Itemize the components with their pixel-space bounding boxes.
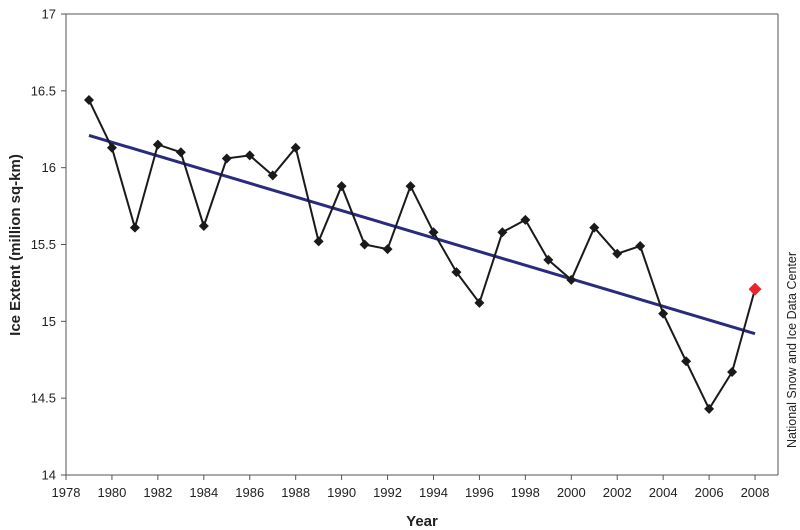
y-tick-label: 15 bbox=[42, 314, 56, 329]
data-point-marker bbox=[244, 150, 255, 161]
plot-frame bbox=[65, 13, 779, 476]
x-tick-label: 1992 bbox=[373, 485, 402, 500]
data-point-marker bbox=[106, 142, 117, 153]
data-point-marker bbox=[543, 254, 554, 265]
x-tick-label: 1986 bbox=[235, 485, 264, 500]
series-group bbox=[83, 95, 762, 414]
x-tick-label: 1988 bbox=[281, 485, 310, 500]
highlight-point-marker bbox=[748, 282, 762, 296]
x-tick-label: 1994 bbox=[419, 485, 448, 500]
x-tick-label: 1996 bbox=[465, 485, 494, 500]
data-point-marker bbox=[129, 222, 140, 233]
data-point-marker bbox=[405, 181, 416, 192]
y-tick-label: 16.5 bbox=[31, 83, 56, 98]
x-axis-title: Year bbox=[406, 513, 438, 530]
data-point-marker bbox=[290, 142, 301, 153]
x-tick-label: 1980 bbox=[97, 485, 126, 500]
data-point-marker bbox=[313, 236, 324, 247]
source-note: National Snow and Ice Data Center bbox=[785, 252, 799, 448]
data-point-marker bbox=[175, 147, 186, 158]
x-tick-label: 2004 bbox=[649, 485, 678, 500]
y-tick-label: 14 bbox=[42, 468, 56, 483]
data-point-marker bbox=[451, 267, 462, 278]
y-axis-title: Ice Extent (million sq-km) bbox=[7, 154, 24, 336]
y-tick-label: 14.5 bbox=[31, 391, 56, 406]
x-tick-label: 2000 bbox=[557, 485, 586, 500]
data-point-marker bbox=[382, 244, 393, 255]
y-tick-label: 15.5 bbox=[31, 237, 56, 252]
x-axis-ticks: 1978 1980 1982 1984 1986 1988 1990 1992 1994 1996… bbox=[52, 475, 770, 500]
x-tick-label: 1982 bbox=[143, 485, 172, 500]
data-point-marker bbox=[658, 308, 669, 319]
data-point-marker bbox=[497, 227, 508, 238]
data-point-marker bbox=[704, 403, 715, 414]
data-point-marker bbox=[336, 181, 347, 192]
trend-line bbox=[88, 133, 756, 336]
y-tick-label: 16 bbox=[42, 160, 56, 175]
x-tick-label: 1978 bbox=[52, 485, 81, 500]
x-tick-label: 2002 bbox=[603, 485, 632, 500]
data-point-marker bbox=[474, 297, 485, 308]
y-tick-label: 17 bbox=[42, 7, 56, 22]
x-tick-label: 2008 bbox=[741, 485, 770, 500]
x-tick-label: 1990 bbox=[327, 485, 356, 500]
data-point-marker bbox=[566, 274, 577, 285]
data-point-marker bbox=[267, 170, 278, 181]
x-tick-label: 1998 bbox=[511, 485, 540, 500]
y-axis-ticks: 14 14.5 15 15.5 16 16.5 17 bbox=[31, 7, 66, 483]
data-point-marker bbox=[83, 95, 94, 106]
data-point-marker bbox=[681, 356, 692, 367]
data-point-marker bbox=[589, 222, 600, 233]
data-point-marker bbox=[428, 227, 439, 238]
x-tick-label: 1984 bbox=[189, 485, 218, 500]
trend-line-group bbox=[88, 133, 756, 336]
data-point-marker bbox=[612, 248, 623, 259]
data-point-marker bbox=[520, 214, 531, 225]
data-point-marker bbox=[152, 139, 163, 150]
data-point-marker bbox=[198, 221, 209, 232]
x-tick-label: 2006 bbox=[695, 485, 724, 500]
data-point-marker bbox=[727, 367, 738, 378]
data-point-marker bbox=[221, 153, 232, 164]
data-point-marker bbox=[635, 241, 646, 252]
data-point-marker bbox=[359, 239, 370, 250]
series-line bbox=[88, 99, 756, 411]
